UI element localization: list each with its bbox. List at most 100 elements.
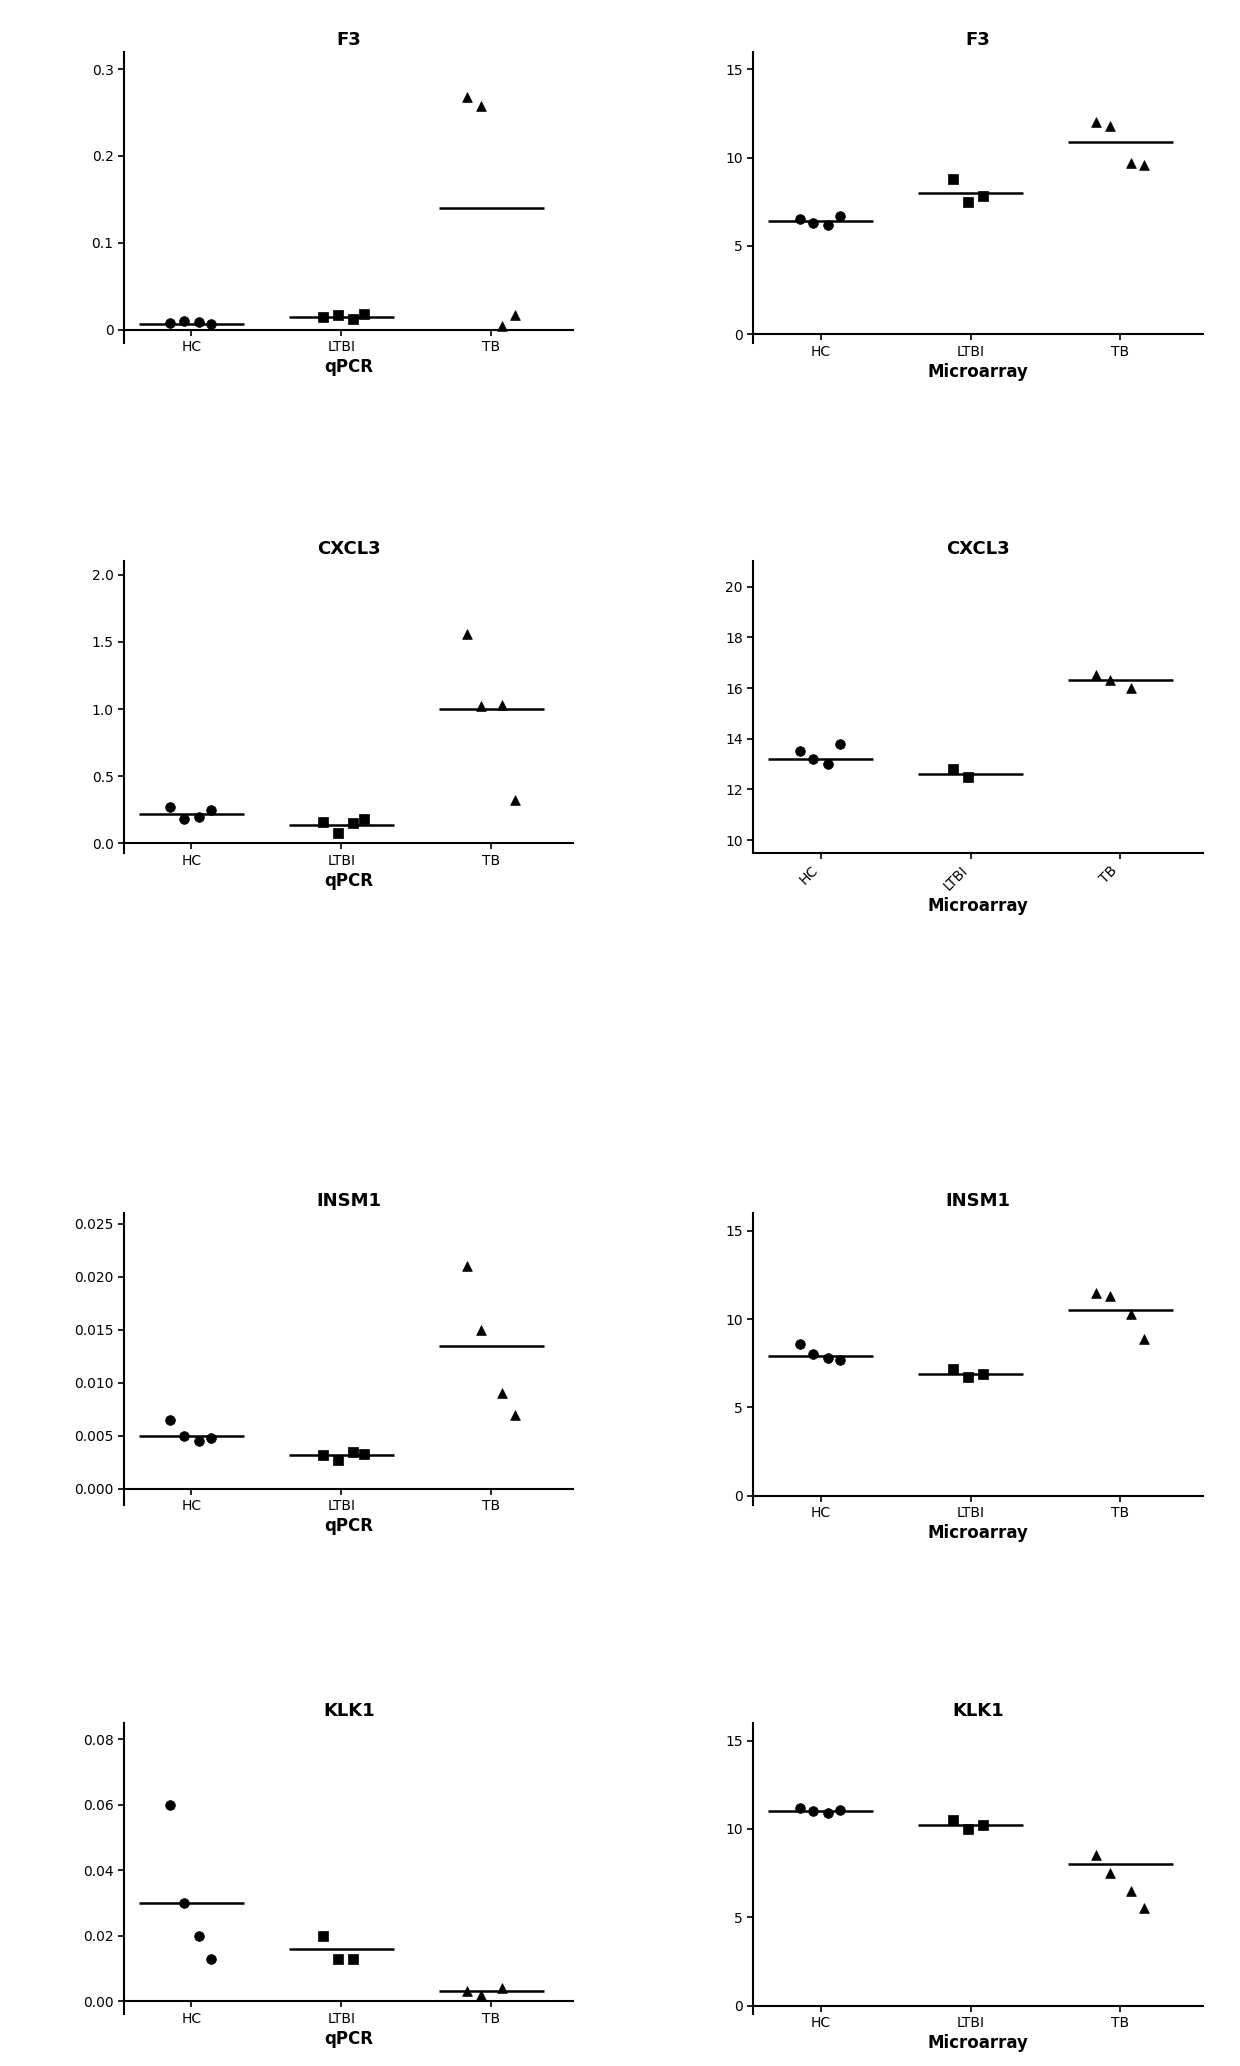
- Point: [1086, 659, 1106, 692]
- Point: [458, 1250, 477, 1283]
- Point: [353, 804, 373, 837]
- Point: [1121, 147, 1141, 180]
- Point: [1135, 1322, 1154, 1355]
- X-axis label: Microarray: Microarray: [928, 2035, 1028, 2052]
- Point: [818, 1797, 838, 1830]
- Point: [491, 310, 511, 343]
- Point: [790, 1791, 810, 1824]
- Title: F3: F3: [966, 31, 991, 50]
- Point: [160, 306, 180, 339]
- Point: [1100, 1857, 1120, 1890]
- Point: [353, 298, 373, 331]
- Point: [972, 180, 992, 213]
- Point: [174, 1886, 193, 1919]
- Point: [942, 752, 962, 785]
- Point: [343, 1436, 363, 1469]
- Title: KLK1: KLK1: [322, 1702, 374, 1721]
- Point: [804, 1339, 823, 1372]
- Point: [160, 791, 180, 824]
- Point: [353, 1438, 373, 1471]
- Point: [160, 1789, 180, 1822]
- Point: [160, 1403, 180, 1436]
- Point: [505, 783, 525, 816]
- Point: [201, 1942, 221, 1975]
- Point: [1135, 1892, 1154, 1926]
- Point: [188, 306, 208, 339]
- Point: [1135, 149, 1154, 182]
- Title: F3: F3: [336, 31, 361, 50]
- Point: [458, 618, 477, 651]
- Point: [471, 1977, 491, 2010]
- Point: [818, 748, 838, 781]
- Point: [957, 1812, 977, 1845]
- Point: [831, 1343, 851, 1376]
- Point: [505, 300, 525, 333]
- Point: [458, 1975, 477, 2008]
- Title: CXCL3: CXCL3: [946, 541, 1009, 558]
- Point: [1121, 1874, 1141, 1907]
- Title: INSM1: INSM1: [316, 1192, 381, 1211]
- Point: [1086, 1839, 1106, 1872]
- Point: [942, 1351, 962, 1384]
- Point: [471, 1314, 491, 1347]
- Point: [1086, 105, 1106, 138]
- Point: [458, 81, 477, 114]
- Point: [505, 1399, 525, 1432]
- Point: [957, 1361, 977, 1395]
- Point: [790, 735, 810, 769]
- Point: [343, 806, 363, 839]
- Point: [201, 1421, 221, 1454]
- Point: [804, 742, 823, 775]
- Point: [174, 804, 193, 837]
- Point: [1100, 109, 1120, 143]
- Point: [942, 1804, 962, 1837]
- Point: [831, 1793, 851, 1826]
- X-axis label: qPCR: qPCR: [324, 1516, 373, 1535]
- Point: [188, 800, 208, 833]
- Point: [972, 1357, 992, 1390]
- X-axis label: Microarray: Microarray: [928, 897, 1028, 915]
- Title: CXCL3: CXCL3: [317, 541, 381, 558]
- Point: [804, 1795, 823, 1828]
- Point: [491, 688, 511, 721]
- Point: [314, 300, 334, 333]
- Point: [972, 1810, 992, 1843]
- Point: [329, 1942, 348, 1975]
- X-axis label: qPCR: qPCR: [324, 2029, 373, 2047]
- Point: [1100, 1279, 1120, 1312]
- Point: [957, 760, 977, 793]
- X-axis label: Microarray: Microarray: [928, 364, 1028, 380]
- Point: [491, 1376, 511, 1409]
- Point: [831, 198, 851, 231]
- Point: [471, 690, 491, 723]
- Point: [804, 207, 823, 240]
- Point: [174, 1419, 193, 1452]
- Point: [1121, 671, 1141, 705]
- X-axis label: qPCR: qPCR: [324, 359, 373, 376]
- Point: [1086, 1277, 1106, 1310]
- Point: [790, 202, 810, 236]
- X-axis label: Microarray: Microarray: [928, 1525, 1028, 1543]
- Point: [831, 727, 851, 760]
- Point: [201, 793, 221, 826]
- Point: [314, 806, 334, 839]
- Point: [1100, 663, 1120, 696]
- Point: [329, 816, 348, 849]
- Point: [329, 300, 348, 333]
- Point: [188, 1919, 208, 1952]
- Point: [343, 1942, 363, 1975]
- Point: [957, 186, 977, 219]
- Title: INSM1: INSM1: [946, 1192, 1011, 1211]
- Point: [201, 308, 221, 341]
- Point: [174, 304, 193, 337]
- Point: [491, 1971, 511, 2004]
- Title: KLK1: KLK1: [952, 1702, 1004, 1721]
- Point: [818, 209, 838, 242]
- X-axis label: qPCR: qPCR: [324, 872, 373, 890]
- Point: [343, 302, 363, 335]
- Point: [314, 1438, 334, 1471]
- Point: [314, 1919, 334, 1952]
- Point: [329, 1444, 348, 1477]
- Point: [942, 163, 962, 196]
- Point: [1121, 1297, 1141, 1331]
